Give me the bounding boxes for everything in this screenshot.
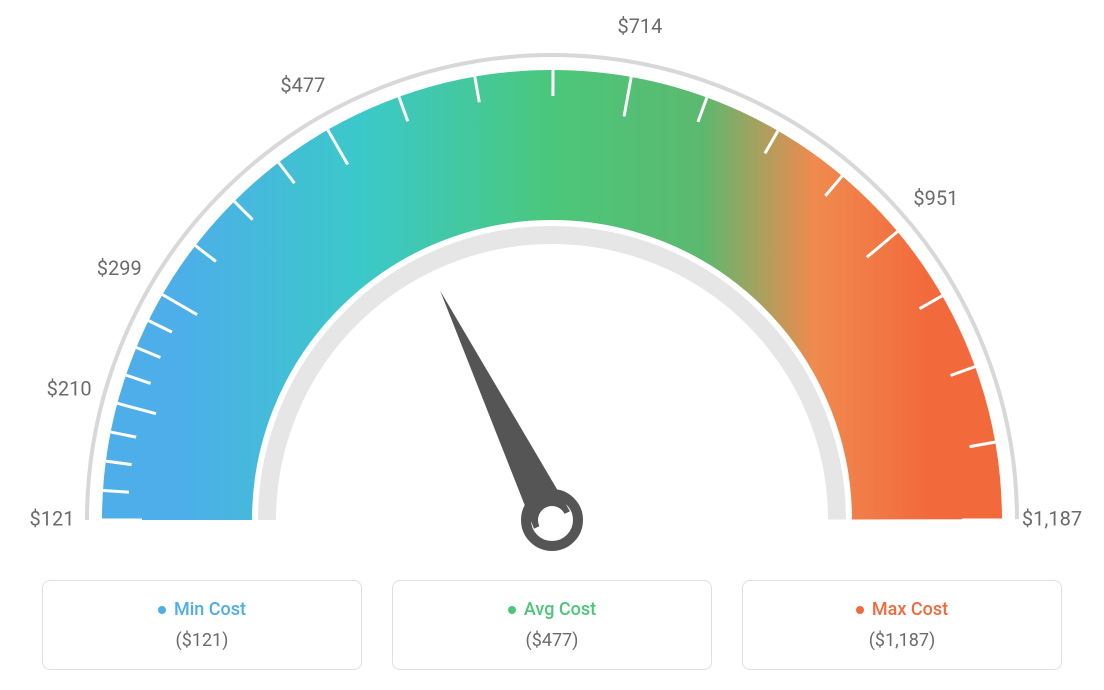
legend-row: Min Cost ($121) Avg Cost ($477) Max Cost… [0,580,1104,670]
gauge-container: $121 $210 $299 $477 $714 $951 $1,187 [0,0,1104,560]
gauge-chart: $121 $210 $299 $477 $714 $951 $1,187 [0,0,1104,560]
svg-text:$951: $951 [913,186,958,210]
legend-dot-min [158,606,166,614]
legend-value-avg: ($477) [413,630,691,651]
legend-dot-avg [508,606,516,614]
svg-text:$477: $477 [280,73,325,97]
legend-card-max: Max Cost ($1,187) [742,580,1062,670]
legend-card-avg: Avg Cost ($477) [392,580,712,670]
legend-label-avg: Avg Cost [524,599,596,620]
svg-text:$1,187: $1,187 [1022,506,1082,530]
svg-text:$299: $299 [97,256,142,280]
legend-card-min: Min Cost ($121) [42,580,362,670]
legend-dot-max [856,606,864,614]
svg-text:$121: $121 [30,506,75,530]
legend-label-min: Min Cost [174,599,246,620]
legend-value-min: ($121) [63,630,341,651]
legend-label-max: Max Cost [872,599,948,620]
svg-text:$210: $210 [47,377,92,401]
svg-text:$714: $714 [617,14,662,38]
legend-value-max: ($1,187) [763,630,1041,651]
